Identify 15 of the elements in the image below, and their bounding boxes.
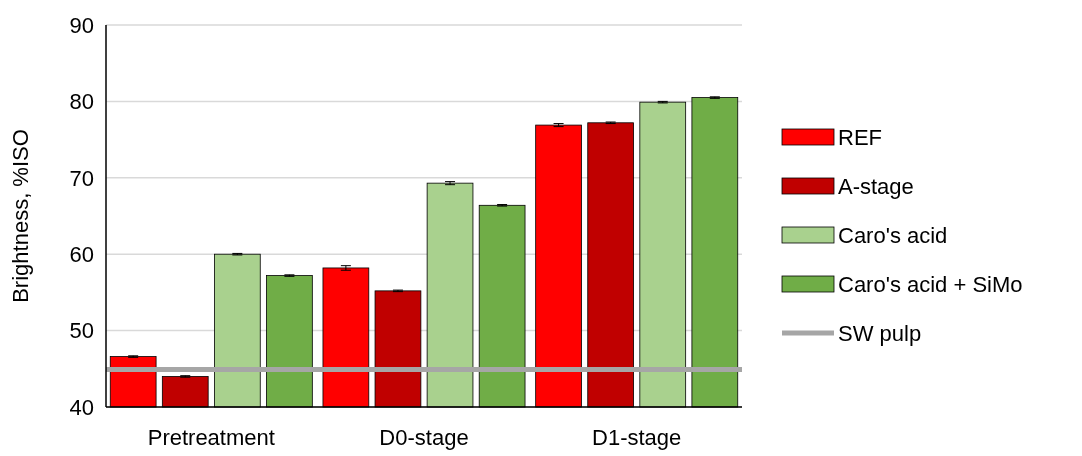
y-tick-label: 50 [69, 318, 94, 344]
y-tick-label: 90 [69, 12, 94, 38]
legend-label: Caro's acid + SiMo [838, 271, 1023, 297]
y-tick-label: 60 [69, 241, 94, 267]
y-axis-title: Brightness, %ISO [8, 129, 33, 303]
y-tick-label: 40 [69, 394, 94, 420]
x-tick-label: Pretreatment [147, 425, 275, 450]
y-tick-label: 70 [69, 165, 94, 191]
y-tick-label: 80 [69, 89, 94, 115]
legend-label: SW pulp [838, 320, 922, 346]
x-tick-label: D1-stage [592, 425, 682, 450]
legend-label: REF [838, 124, 882, 150]
legend-label: A-stage [838, 173, 914, 199]
x-tick-label: D0-stage [379, 425, 469, 450]
legend-label: Caro's acid [838, 222, 948, 248]
